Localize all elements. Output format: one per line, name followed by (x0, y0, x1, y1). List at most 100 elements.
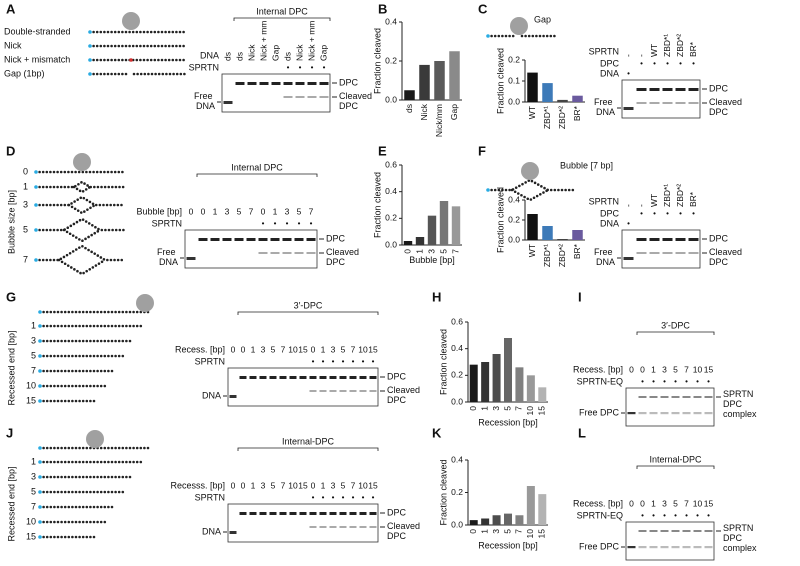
y-tick-label: 0.2 (385, 213, 397, 223)
x-axis-label: Recession [bp] (478, 417, 538, 427)
row-cell: • (666, 209, 669, 218)
diagram-label: 15 (26, 395, 36, 405)
bracket (233, 17, 331, 21)
band (662, 88, 673, 91)
band (239, 512, 247, 515)
x-tick-label: 5 (502, 529, 512, 534)
band (349, 376, 357, 379)
lane-label: 1 (213, 206, 218, 216)
mismatch (129, 58, 133, 62)
row-cell: • (372, 357, 375, 366)
band (660, 412, 669, 415)
lane-label: - (636, 204, 646, 207)
diagram-label: 5 (31, 486, 36, 496)
band (271, 82, 281, 85)
row-cell: • (653, 59, 656, 68)
bracket (636, 465, 715, 469)
band-label: Free DNA (594, 97, 615, 117)
band (627, 412, 636, 415)
x-tick-label: Nick (419, 103, 429, 120)
dna-strand (57, 258, 107, 276)
band-label: Cleaved DPC (709, 97, 745, 117)
y-axis-label: Fraction cleaved (372, 172, 382, 238)
band (649, 530, 658, 532)
row-cell: • (666, 59, 669, 68)
row-cell: • (342, 493, 345, 502)
band (660, 546, 669, 549)
band (295, 96, 305, 98)
dna-end (38, 446, 42, 450)
band (319, 96, 329, 98)
band (229, 395, 237, 398)
band (229, 531, 237, 534)
diagram-axis-title: Recessed end [bp] (6, 466, 16, 541)
band (660, 530, 669, 532)
lane-title: DNA (200, 50, 219, 60)
bar (419, 64, 430, 100)
x-tick-label: 1 (479, 529, 489, 534)
x-tick-label: 5 (502, 406, 512, 411)
x-tick-label: 1 (479, 406, 489, 411)
y-tick-label: 0.0 (385, 239, 397, 249)
y-tick-label: 0.0 (508, 234, 520, 244)
band (359, 390, 367, 392)
row-cell: • (352, 357, 355, 366)
x-tick-label: 3 (426, 249, 436, 254)
row-cell: • (286, 219, 289, 228)
y-axis-label: Fraction cleaved (372, 28, 382, 94)
band (688, 88, 699, 91)
bar (469, 520, 478, 525)
x-axis-label: Recession [bp] (478, 540, 538, 550)
gel-header: Internal-DPC (649, 454, 702, 464)
band-label: DPC (387, 371, 407, 381)
band (210, 238, 220, 241)
band (186, 257, 196, 260)
band-label: Free DPC (579, 407, 620, 417)
bracket (237, 311, 379, 315)
band (282, 238, 292, 241)
band (649, 238, 660, 241)
lane-label: 10 (288, 480, 298, 490)
row-cell: • (322, 357, 325, 366)
band-label: Cleaved DPC (709, 247, 745, 267)
lane-label: - (623, 54, 633, 57)
diagram-label: 1 (31, 320, 36, 330)
gel-header: Internal DPC (256, 6, 308, 16)
bar (557, 239, 568, 240)
diagram-label: 15 (26, 531, 36, 541)
gel-header: 3′-DPC (661, 320, 690, 330)
row-cell: • (627, 219, 630, 228)
bar (557, 99, 568, 102)
dna-end (38, 339, 42, 343)
lane-label: 5 (341, 480, 346, 490)
x-tick-label: 0 (468, 529, 478, 534)
band (627, 546, 636, 549)
lane-label: 7 (684, 364, 689, 374)
dna-strand (34, 180, 127, 189)
dna-strand (34, 217, 127, 232)
band (704, 396, 713, 398)
dna-end (34, 228, 38, 232)
lane-label: Nick + mm (258, 21, 268, 61)
band (693, 412, 702, 415)
band (222, 238, 232, 241)
band (671, 412, 680, 415)
lane-label: 5 (237, 206, 242, 216)
panel-label: A (6, 1, 16, 16)
lane-label: 0 (261, 206, 266, 216)
band-label: SPRTN DPC complex (723, 389, 757, 419)
row-label: SPRTN-EQ (577, 510, 623, 520)
row-cell: • (298, 219, 301, 228)
band (682, 396, 691, 398)
dna-strand (34, 195, 127, 207)
y-tick-label: 0.4 (385, 16, 397, 26)
bar (526, 375, 535, 402)
protein (86, 430, 104, 448)
band (693, 546, 702, 549)
row-cell: • (310, 219, 313, 228)
band (229, 376, 237, 379)
lane-label: 5 (271, 480, 276, 490)
diagram-label: 5 (23, 224, 28, 234)
band (693, 396, 702, 398)
band (235, 82, 245, 85)
